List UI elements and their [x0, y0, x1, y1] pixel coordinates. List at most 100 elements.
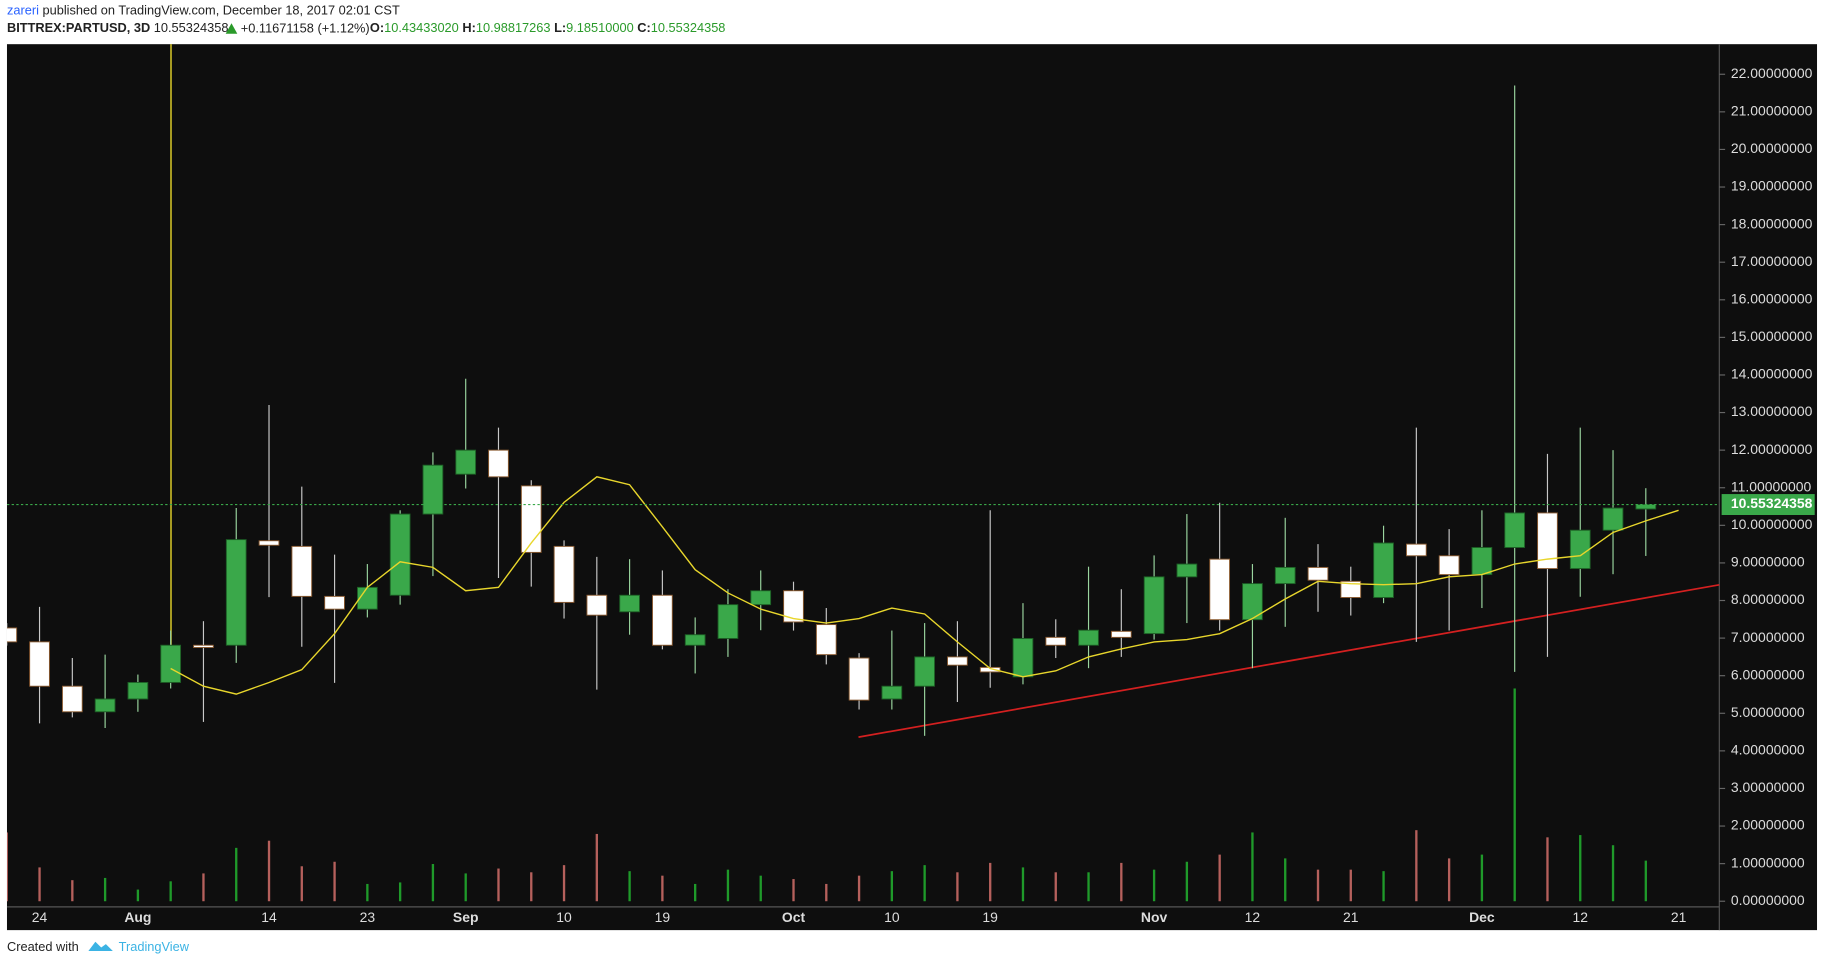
volume-bar — [398, 882, 402, 902]
candle-body — [750, 590, 772, 606]
x-tick-label: 10 — [556, 909, 572, 925]
volume-bar — [726, 869, 730, 902]
ohlc-value: 10.55324358 — [651, 20, 726, 35]
y-tick-label: 11.00000000 — [1731, 478, 1812, 494]
trend-line — [858, 583, 1720, 738]
candle-body — [1471, 547, 1493, 576]
candle-body — [914, 656, 935, 687]
y-tick-label: 18.00000000 — [1731, 215, 1813, 231]
x-tick-label: 12 — [1245, 909, 1261, 925]
y-tick-label: 21.00000000 — [1731, 103, 1813, 119]
candle-body — [94, 698, 116, 713]
volume-bar — [1415, 830, 1418, 902]
volume-bar — [103, 877, 107, 902]
volume-bar — [825, 883, 828, 902]
plot — [6, 85, 1720, 902]
volume-bar — [1447, 858, 1451, 902]
author[interactable]: zareri — [7, 3, 39, 18]
volume-bar — [431, 864, 435, 902]
ohlc-label: L: — [554, 20, 566, 35]
candle-body — [1635, 504, 1657, 510]
volume-bar — [1611, 845, 1615, 902]
candle-body — [815, 624, 837, 656]
ohlc-value: 10.98817263 — [476, 20, 551, 35]
y-tick-label: 4.00000000 — [1731, 742, 1805, 758]
ohlc-line: O:10.43433020 H:10.98817263 L:9.18510000… — [370, 20, 726, 35]
candle-body — [488, 449, 509, 478]
last-price-box — [1721, 494, 1815, 515]
volume-bar — [562, 865, 566, 902]
candle-body — [979, 666, 1001, 673]
ohlc-value: 9.18510000 — [566, 20, 634, 35]
x-tick-label: 19 — [655, 909, 671, 925]
candle-body — [29, 641, 50, 687]
volume-bar — [1316, 869, 1320, 902]
volume-bar — [464, 873, 467, 902]
volume-bar — [1513, 688, 1516, 902]
candle-body — [1045, 636, 1067, 646]
volume-bar — [956, 872, 959, 902]
candle-body — [1340, 580, 1362, 598]
ohlc-label: C: — [637, 20, 651, 35]
candle-body — [1209, 558, 1231, 621]
volume-bar — [1218, 854, 1221, 902]
candle-body — [1176, 563, 1198, 578]
x-tick-label: Dec — [1469, 909, 1495, 925]
y-tick-label: 1.00000000 — [1731, 854, 1805, 870]
plot-bg — [6, 44, 1818, 931]
symbol: BITTREX:PARTUSD, 3D — [7, 20, 150, 35]
volume-bar — [1546, 837, 1549, 902]
candle-body — [1438, 555, 1460, 576]
footer-brand[interactable]: TradingView — [119, 939, 190, 954]
y-tick-label: 20.00000000 — [1731, 140, 1813, 156]
volume-bar — [1054, 872, 1057, 902]
volume-bar — [989, 862, 992, 902]
candle-body — [455, 449, 477, 475]
moving-average — [170, 476, 1679, 695]
y-tick-label: 7.00000000 — [1731, 629, 1805, 645]
candle-body — [586, 594, 608, 616]
x-tick-label: 21 — [1343, 909, 1359, 925]
y-tick-label: 3.00000000 — [1731, 779, 1805, 795]
candle-body — [324, 595, 345, 610]
header-line: zareri published on TradingView.com, Dec… — [7, 3, 400, 18]
ohlc-value: 10.43433020 — [384, 20, 459, 35]
y-tick-label: 8.00000000 — [1731, 591, 1805, 607]
y-tick-label: 14.00000000 — [1731, 366, 1813, 382]
volume-bar — [595, 833, 598, 902]
price: 10.55324358 — [154, 20, 229, 35]
candle-body — [1274, 566, 1296, 585]
volume-bar — [759, 875, 762, 902]
candle-body — [258, 540, 280, 546]
x-tick-label: 21 — [1671, 909, 1687, 925]
candle-body — [619, 594, 640, 613]
y-tick-label: 6.00000000 — [1731, 666, 1805, 682]
x-tick-label: 23 — [360, 909, 376, 925]
volume-bar — [38, 867, 41, 902]
x-tick-label: Aug — [124, 909, 151, 925]
up-arrow — [225, 23, 238, 34]
volume-bar — [1349, 869, 1352, 902]
volume-bar — [628, 871, 631, 902]
volume-bar — [235, 847, 238, 902]
logo — [88, 941, 113, 952]
y-tick-label: 22.00000000 — [1731, 65, 1813, 81]
y-tick-label: 9.00000000 — [1731, 554, 1805, 570]
y-tick-label: 15.00000000 — [1731, 328, 1813, 344]
candle-body — [389, 513, 411, 596]
y-tick-label: 19.00000000 — [1731, 178, 1813, 194]
y-tick-label: 12.00000000 — [1731, 441, 1813, 457]
candle-body — [881, 685, 903, 700]
volume-bar — [71, 880, 74, 902]
volume-bar — [923, 865, 926, 902]
symbol-line: BITTREX:PARTUSD, 3D 10.55324358 — [7, 20, 228, 35]
candle-body — [1537, 512, 1558, 570]
candle-body — [127, 681, 149, 700]
footer-created: Created with — [7, 939, 79, 954]
volume-bar — [333, 861, 336, 902]
candle-body — [422, 464, 444, 515]
candle-body — [652, 594, 673, 646]
candle-body — [1143, 576, 1165, 635]
y-tick-label: 2.00000000 — [1731, 817, 1805, 833]
candle-body — [684, 634, 706, 646]
